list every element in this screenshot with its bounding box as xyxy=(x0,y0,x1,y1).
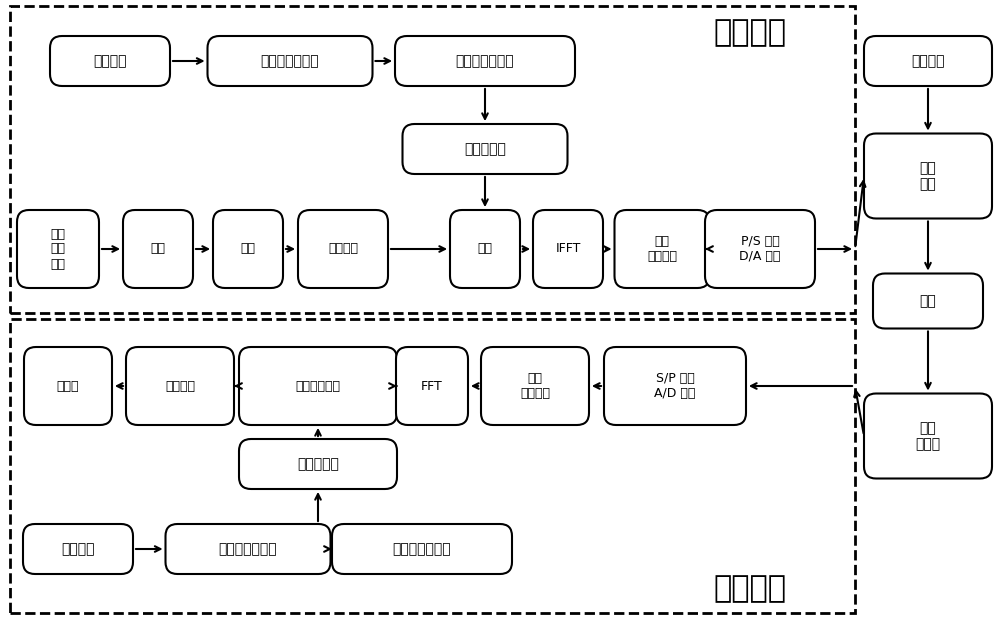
FancyBboxPatch shape xyxy=(864,394,992,479)
Text: 解密模块: 解密模块 xyxy=(714,574,786,604)
FancyBboxPatch shape xyxy=(864,134,992,219)
FancyBboxPatch shape xyxy=(533,210,603,288)
FancyBboxPatch shape xyxy=(332,524,512,574)
FancyBboxPatch shape xyxy=(24,347,112,425)
FancyBboxPatch shape xyxy=(481,347,589,425)
FancyBboxPatch shape xyxy=(614,210,710,288)
Text: 激光光源: 激光光源 xyxy=(911,54,945,68)
Text: FFT: FFT xyxy=(421,379,443,392)
Text: 原始
信号
数据: 原始 信号 数据 xyxy=(50,227,66,271)
FancyBboxPatch shape xyxy=(123,210,193,288)
Text: 二值生成器: 二值生成器 xyxy=(297,457,339,471)
FancyBboxPatch shape xyxy=(864,36,992,86)
Text: 导频信道估计: 导频信道估计 xyxy=(296,379,340,392)
FancyBboxPatch shape xyxy=(402,124,567,174)
Text: 编码: 编码 xyxy=(150,242,166,255)
FancyBboxPatch shape xyxy=(239,347,397,425)
Text: 去映射: 去映射 xyxy=(57,379,79,392)
Text: 光调
制器: 光调 制器 xyxy=(920,161,936,191)
Text: P/S 转换
D/A 转换: P/S 转换 D/A 转换 xyxy=(739,235,781,263)
FancyBboxPatch shape xyxy=(23,524,133,574)
Text: 光电
探测器: 光电 探测器 xyxy=(915,421,941,451)
Text: IFFT: IFFT xyxy=(555,242,581,255)
Text: S/P 转换
A/D 转换: S/P 转换 A/D 转换 xyxy=(654,372,696,400)
Text: 异或: 异或 xyxy=(478,242,492,255)
Text: 添加
循环前级: 添加 循环前级 xyxy=(647,235,677,263)
Text: 二值生成器: 二值生成器 xyxy=(464,142,506,156)
Text: 混沌信号序列流: 混沌信号序列流 xyxy=(393,542,451,556)
FancyBboxPatch shape xyxy=(50,36,170,86)
Text: 加密模块: 加密模块 xyxy=(714,19,786,47)
FancyBboxPatch shape xyxy=(126,347,234,425)
Text: 信道均衡: 信道均衡 xyxy=(165,379,195,392)
FancyBboxPatch shape xyxy=(166,524,330,574)
FancyBboxPatch shape xyxy=(17,210,99,288)
Text: 混沌信号发生器: 混沌信号发生器 xyxy=(219,542,277,556)
Text: 加入导频: 加入导频 xyxy=(328,242,358,255)
Text: 映射: 映射 xyxy=(240,242,256,255)
Text: 移除
循环前级: 移除 循环前级 xyxy=(520,372,550,400)
Text: 混沌信号发生器: 混沌信号发生器 xyxy=(261,54,319,68)
FancyBboxPatch shape xyxy=(604,347,746,425)
Text: 加密秘钥: 加密秘钥 xyxy=(93,54,127,68)
Text: 加密秘钥: 加密秘钥 xyxy=(61,542,95,556)
FancyBboxPatch shape xyxy=(396,347,468,425)
FancyBboxPatch shape xyxy=(239,439,397,489)
FancyBboxPatch shape xyxy=(873,273,983,329)
Text: 光纤: 光纤 xyxy=(920,294,936,308)
FancyBboxPatch shape xyxy=(298,210,388,288)
FancyBboxPatch shape xyxy=(395,36,575,86)
FancyBboxPatch shape xyxy=(705,210,815,288)
FancyBboxPatch shape xyxy=(208,36,372,86)
FancyBboxPatch shape xyxy=(213,210,283,288)
FancyBboxPatch shape xyxy=(450,210,520,288)
Text: 混沌信号序列流: 混沌信号序列流 xyxy=(456,54,514,68)
